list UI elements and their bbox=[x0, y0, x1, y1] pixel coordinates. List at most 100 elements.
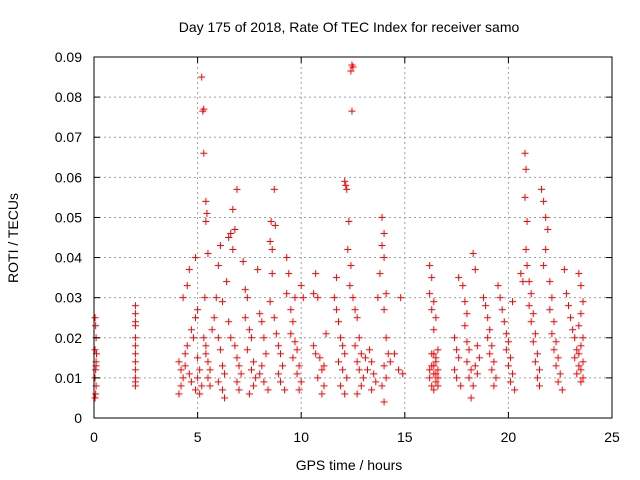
data-point bbox=[131, 382, 139, 390]
data-point bbox=[577, 342, 585, 350]
data-point bbox=[527, 290, 535, 298]
data-point bbox=[192, 314, 200, 322]
data-point bbox=[196, 390, 204, 398]
data-point bbox=[218, 386, 226, 394]
data-point bbox=[542, 246, 550, 254]
data-point bbox=[455, 354, 463, 362]
data-point bbox=[293, 370, 301, 378]
data-point bbox=[131, 342, 139, 350]
data-point bbox=[463, 358, 471, 366]
data-point bbox=[357, 350, 365, 358]
data-point bbox=[339, 342, 347, 350]
data-point bbox=[529, 338, 537, 346]
data-point bbox=[218, 362, 226, 370]
data-point bbox=[283, 290, 291, 298]
data-point bbox=[216, 346, 224, 354]
data-point bbox=[245, 390, 253, 398]
data-point bbox=[509, 370, 517, 378]
data-point bbox=[310, 342, 318, 350]
data-point bbox=[279, 362, 287, 370]
data-point bbox=[243, 294, 251, 302]
data-point bbox=[382, 334, 390, 342]
data-point bbox=[291, 338, 299, 346]
data-point bbox=[506, 354, 514, 362]
data-point bbox=[573, 346, 581, 354]
data-point bbox=[575, 350, 583, 358]
data-point bbox=[260, 378, 268, 386]
data-point bbox=[202, 342, 210, 350]
data-point bbox=[256, 370, 264, 378]
data-point bbox=[293, 346, 301, 354]
data-point bbox=[192, 386, 200, 394]
data-point bbox=[316, 354, 324, 362]
data-point bbox=[276, 378, 284, 386]
x-axis-label: GPS time / hours bbox=[296, 457, 403, 473]
data-point bbox=[200, 334, 208, 342]
data-point bbox=[320, 362, 328, 370]
data-point bbox=[272, 330, 280, 338]
data-point bbox=[196, 366, 204, 374]
data-point bbox=[390, 350, 398, 358]
data-point bbox=[552, 338, 560, 346]
data-point bbox=[203, 209, 211, 217]
data-point bbox=[91, 346, 99, 354]
data-point bbox=[571, 354, 579, 362]
data-point bbox=[426, 262, 434, 270]
data-point bbox=[533, 350, 541, 358]
data-point bbox=[426, 290, 434, 298]
data-point bbox=[480, 294, 488, 302]
data-point bbox=[289, 354, 297, 362]
data-point bbox=[341, 350, 349, 358]
data-point bbox=[92, 322, 100, 330]
data-point bbox=[216, 242, 224, 250]
y-tick-label: 0.05 bbox=[55, 209, 82, 225]
data-point bbox=[579, 298, 587, 306]
data-point bbox=[231, 342, 239, 350]
data-point bbox=[430, 350, 438, 358]
data-point bbox=[266, 238, 274, 246]
data-point bbox=[233, 185, 241, 193]
data-point bbox=[250, 382, 258, 390]
data-point bbox=[467, 394, 475, 402]
data-point bbox=[297, 378, 305, 386]
data-point bbox=[314, 294, 322, 302]
data-point bbox=[270, 314, 278, 322]
data-point bbox=[575, 322, 583, 330]
data-point bbox=[504, 362, 512, 370]
data-point bbox=[235, 362, 243, 370]
data-point bbox=[268, 270, 276, 278]
data-point bbox=[531, 330, 539, 338]
plot-frame bbox=[93, 56, 613, 419]
data-point bbox=[488, 366, 496, 374]
x-tick-label: 15 bbox=[397, 429, 413, 445]
data-point bbox=[199, 107, 207, 115]
data-point bbox=[210, 314, 218, 322]
data-point bbox=[430, 386, 438, 394]
data-point bbox=[201, 294, 209, 302]
data-point bbox=[573, 370, 581, 378]
data-point bbox=[346, 282, 354, 290]
data-point bbox=[577, 310, 585, 318]
data-point bbox=[451, 366, 459, 374]
y-tick-label: 0 bbox=[74, 410, 82, 426]
data-point bbox=[434, 382, 442, 390]
data-point bbox=[461, 322, 469, 330]
data-point bbox=[519, 278, 527, 286]
data-point bbox=[229, 205, 237, 213]
data-point bbox=[399, 370, 407, 378]
data-point bbox=[276, 350, 284, 358]
data-point bbox=[432, 370, 440, 378]
data-point bbox=[353, 358, 361, 366]
data-point bbox=[185, 266, 193, 274]
data-point bbox=[550, 318, 558, 326]
data-point bbox=[556, 370, 564, 378]
data-point bbox=[538, 185, 546, 193]
data-point bbox=[426, 366, 434, 374]
data-point bbox=[525, 302, 533, 310]
y-tick-label: 0.06 bbox=[55, 169, 82, 185]
data-point bbox=[504, 338, 512, 346]
data-point bbox=[347, 67, 355, 75]
data-point bbox=[522, 165, 530, 173]
chart-title: Day 175 of 2018, Rate Of TEC Index for r… bbox=[179, 19, 520, 35]
